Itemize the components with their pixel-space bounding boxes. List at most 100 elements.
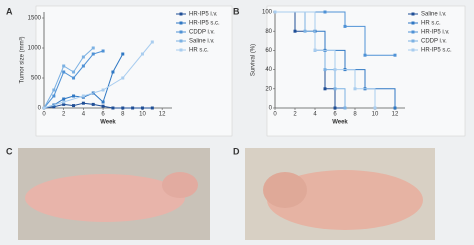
panel-label: C: [6, 146, 13, 156]
data-point: [343, 24, 347, 28]
legend-label: Saline i.v.: [189, 39, 215, 45]
data-point: [393, 53, 397, 57]
data-point: [121, 76, 125, 80]
data-point: [62, 100, 66, 104]
x-tick-label: 12: [392, 112, 399, 118]
x-tick-label: 6: [333, 112, 337, 118]
panel-label: B: [233, 6, 240, 16]
x-tick-label: 10: [139, 112, 146, 118]
data-point: [81, 55, 85, 59]
x-tick-label: 10: [372, 112, 379, 118]
data-point: [101, 100, 105, 104]
photo-c: C: [6, 146, 210, 240]
x-axis-title: Week: [332, 120, 348, 126]
y-tick-label: 40: [265, 67, 272, 73]
series-line: [43, 102, 153, 109]
x-tick-label: 4: [82, 112, 86, 118]
data-point: [343, 106, 347, 110]
x-tick-label: 12: [159, 112, 166, 118]
y-tick-label: 1500: [28, 16, 42, 22]
data-point: [121, 52, 125, 56]
data-point: [140, 52, 144, 56]
panel-label: A: [6, 6, 13, 16]
legend-marker: [179, 12, 183, 16]
data-point: [72, 94, 76, 98]
x-tick-label: 2: [293, 112, 297, 118]
legend-label: CDDP i.v.: [189, 30, 215, 36]
legend-marker: [411, 21, 415, 25]
data-point: [323, 10, 327, 14]
x-tick-label: 8: [121, 112, 125, 118]
data-point: [62, 64, 66, 68]
legend-marker: [411, 48, 415, 52]
data-point: [52, 105, 56, 109]
data-point: [150, 40, 154, 44]
data-point: [140, 106, 144, 110]
x-tick-label: 6: [101, 112, 105, 118]
data-point: [91, 102, 95, 106]
mouse-head: [263, 172, 307, 208]
data-point: [323, 68, 327, 72]
data-point: [333, 87, 337, 91]
legend-label: HR-IP5 i.v.: [189, 12, 218, 18]
y-tick-label: 1000: [28, 46, 42, 52]
x-tick-label: 8: [353, 112, 357, 118]
legend-marker: [179, 21, 183, 25]
legend-marker: [411, 30, 415, 34]
y-axis-title: Tumor size (mm³): [20, 36, 26, 83]
data-point: [131, 106, 135, 110]
x-axis-title: Week: [100, 120, 116, 126]
data-point: [323, 87, 327, 91]
data-point: [373, 106, 377, 110]
chart: A 0 500 1000 1500 0 2 4 6 8 10 12 Week Tumor size (mm…: [6, 5, 233, 137]
data-point: [81, 94, 85, 98]
x-tick-label: 4: [313, 112, 317, 118]
x-tick-label: 0: [273, 112, 277, 118]
legend-label: Saline i.v.: [421, 12, 447, 18]
legend-marker: [411, 12, 415, 16]
y-axis-title: Survival (%): [251, 44, 257, 76]
legend-label: HR s.c.: [189, 48, 209, 54]
photo-d: D: [233, 146, 435, 240]
chart: B 0 20 40 60 80 100 0 2 4 6 8 10 12 Week Survival (%) Sa…: [233, 5, 466, 137]
data-point: [52, 94, 56, 98]
data-point: [72, 76, 76, 80]
legend-label: HR-IP5 s.c.: [189, 21, 220, 27]
legend-marker: [179, 30, 183, 34]
data-point: [333, 68, 337, 72]
data-point: [81, 64, 85, 68]
data-point: [62, 70, 66, 74]
data-point: [111, 106, 115, 110]
data-point: [62, 102, 66, 106]
series-line: [43, 47, 94, 109]
data-point: [52, 88, 56, 92]
plot-area: [266, 5, 466, 137]
data-point: [101, 88, 105, 92]
panel-label: D: [233, 146, 240, 156]
mouse-body: [25, 174, 185, 222]
data-point: [333, 106, 337, 110]
legend-marker: [411, 39, 415, 43]
data-point: [150, 106, 154, 110]
data-point: [121, 106, 125, 110]
data-point: [91, 46, 95, 50]
x-tick-label: 0: [42, 112, 46, 118]
data-point: [273, 10, 277, 14]
legend-marker: [179, 39, 183, 43]
y-tick-label: 60: [265, 48, 272, 54]
data-point: [353, 87, 357, 91]
y-tick-label: 80: [265, 29, 272, 35]
data-point: [303, 29, 307, 33]
legend-label: CDDP i.v.: [421, 39, 447, 45]
data-point: [101, 49, 105, 53]
legend-marker: [179, 48, 183, 52]
plot-area: [35, 5, 233, 137]
y-tick-label: 0: [269, 106, 273, 112]
data-point: [313, 48, 317, 52]
data-point: [111, 70, 115, 74]
y-tick-label: 20: [265, 86, 272, 92]
data-point: [42, 106, 46, 110]
data-point: [393, 106, 397, 110]
